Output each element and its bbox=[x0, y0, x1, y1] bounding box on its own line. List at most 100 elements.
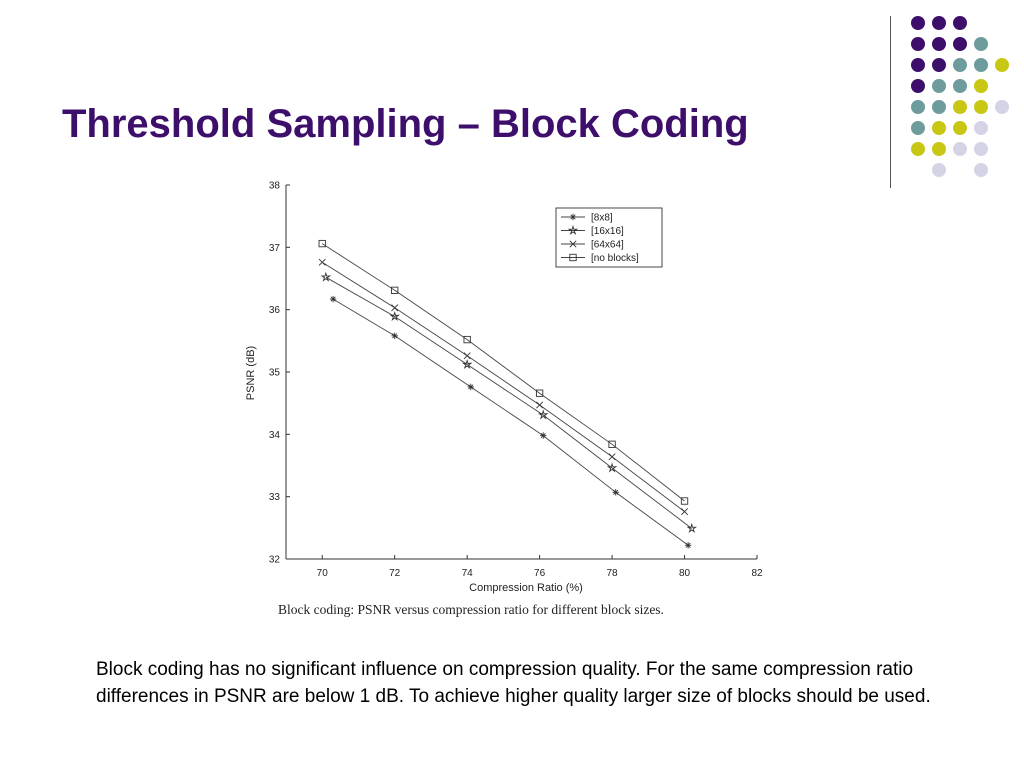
decorative-dot bbox=[953, 16, 967, 30]
marker-stroke bbox=[540, 433, 546, 439]
marker-stroke bbox=[391, 304, 399, 312]
series-star bbox=[320, 271, 698, 533]
marker-stroke bbox=[392, 333, 398, 339]
data-point-square bbox=[569, 253, 577, 262]
marker-stroke bbox=[681, 508, 689, 516]
decorative-dot bbox=[932, 142, 946, 156]
marker-square bbox=[680, 497, 689, 505]
y-tick-label: 36 bbox=[269, 305, 281, 316]
decorative-dot bbox=[974, 37, 988, 51]
marker-square bbox=[608, 440, 616, 448]
x-tick-label: 78 bbox=[607, 568, 619, 579]
x-tick-label: 82 bbox=[751, 568, 763, 579]
title-divider bbox=[890, 16, 891, 188]
data-point-asterisk bbox=[467, 383, 474, 391]
chart-series bbox=[318, 239, 698, 549]
chart-axes: 70 72 74 76 78 80 82 32 33 34 35 36 37 38 bbox=[269, 181, 763, 580]
chart-legend: [8x8] [16x16] [64x64] [no blocks] bbox=[555, 207, 663, 268]
decorative-dot bbox=[911, 142, 925, 156]
decorative-dot bbox=[953, 121, 967, 135]
legend-label: [8x8] bbox=[591, 213, 613, 224]
series-asterisk bbox=[329, 295, 692, 549]
x-tick-label: 70 bbox=[317, 568, 329, 579]
marker-stroke bbox=[468, 384, 474, 390]
data-point-asterisk bbox=[329, 295, 337, 303]
data-point-x bbox=[681, 508, 689, 516]
decorative-dot bbox=[953, 100, 967, 114]
decorative-dot bbox=[911, 16, 925, 30]
decorative-dot bbox=[974, 58, 988, 72]
marker-star bbox=[537, 409, 549, 420]
marker-stroke bbox=[330, 296, 336, 302]
marker-star bbox=[461, 358, 473, 370]
decorative-dot bbox=[911, 79, 925, 93]
marker-square bbox=[535, 389, 544, 397]
data-point-asterisk bbox=[684, 542, 692, 549]
decorative-dot bbox=[974, 163, 988, 177]
y-tick-label: 35 bbox=[269, 368, 281, 379]
series-square bbox=[318, 239, 689, 505]
data-point-x bbox=[463, 352, 471, 360]
x-tick-label: 74 bbox=[462, 568, 474, 579]
decorative-dot-grid bbox=[0, 0, 1024, 200]
data-point-star bbox=[537, 409, 549, 420]
figure-caption: Block coding: PSNR versus compression ra… bbox=[278, 602, 664, 617]
decorative-dot bbox=[932, 121, 946, 135]
marker-stroke bbox=[608, 453, 616, 461]
body-text: Block coding has no significant influenc… bbox=[96, 659, 931, 707]
data-point-x bbox=[569, 240, 577, 248]
data-point-square bbox=[391, 286, 399, 294]
marker-stroke bbox=[570, 214, 576, 220]
marker-square bbox=[463, 335, 471, 344]
decorative-dot bbox=[974, 142, 988, 156]
data-point-star bbox=[567, 224, 579, 236]
x-axis-label: Compression Ratio (%) bbox=[469, 582, 583, 594]
data-point-square bbox=[680, 497, 689, 505]
marker-stroke bbox=[318, 258, 326, 266]
marker-stroke bbox=[569, 240, 577, 248]
marker-stroke bbox=[613, 489, 619, 495]
decorative-dot bbox=[932, 37, 946, 51]
y-tick-label: 37 bbox=[269, 243, 281, 254]
marker-square bbox=[569, 253, 577, 262]
slide-title: Threshold Sampling – Block Coding bbox=[62, 102, 749, 146]
series-line bbox=[321, 243, 685, 502]
marker-stroke bbox=[536, 401, 544, 409]
legend-item: [16x16] bbox=[561, 224, 624, 237]
data-point-asterisk bbox=[569, 213, 577, 221]
decorative-dot bbox=[911, 100, 925, 114]
legend-item: [no blocks] bbox=[561, 253, 639, 264]
y-tick-label: 32 bbox=[269, 555, 281, 566]
marker-star bbox=[686, 522, 698, 533]
decorative-dot bbox=[911, 37, 925, 51]
marker-star bbox=[567, 224, 579, 236]
legend-item: [8x8] bbox=[561, 213, 613, 224]
decorative-dot bbox=[953, 58, 967, 72]
series-x bbox=[318, 258, 689, 516]
marker-stroke bbox=[463, 352, 471, 360]
marker-star bbox=[320, 271, 332, 282]
x-tick-label: 72 bbox=[389, 568, 401, 579]
y-tick-label: 34 bbox=[269, 430, 281, 441]
marker-square bbox=[391, 286, 399, 294]
data-point-square bbox=[463, 335, 471, 344]
series-line bbox=[321, 261, 685, 512]
marker-stroke bbox=[685, 542, 691, 548]
data-point-x bbox=[608, 453, 616, 461]
decorative-dot bbox=[932, 58, 946, 72]
y-axis-label: PSNR (dB) bbox=[245, 346, 257, 400]
y-tick-label: 38 bbox=[269, 181, 281, 192]
decorative-dot bbox=[932, 16, 946, 30]
y-tick-label: 33 bbox=[269, 492, 281, 503]
marker-square bbox=[318, 239, 326, 248]
data-point-x bbox=[318, 258, 326, 266]
data-point-star bbox=[686, 522, 698, 533]
psnr-line-chart: 70 72 74 76 78 80 82 32 33 34 35 36 37 38 [8x8] [16x16… bbox=[245, 181, 763, 595]
marker-star bbox=[606, 462, 618, 473]
decorative-dot bbox=[911, 58, 925, 72]
series-line bbox=[325, 276, 693, 529]
data-point-star bbox=[389, 310, 400, 322]
decorative-dot bbox=[953, 37, 967, 51]
data-point-x bbox=[536, 401, 544, 409]
data-point-square bbox=[608, 440, 616, 448]
